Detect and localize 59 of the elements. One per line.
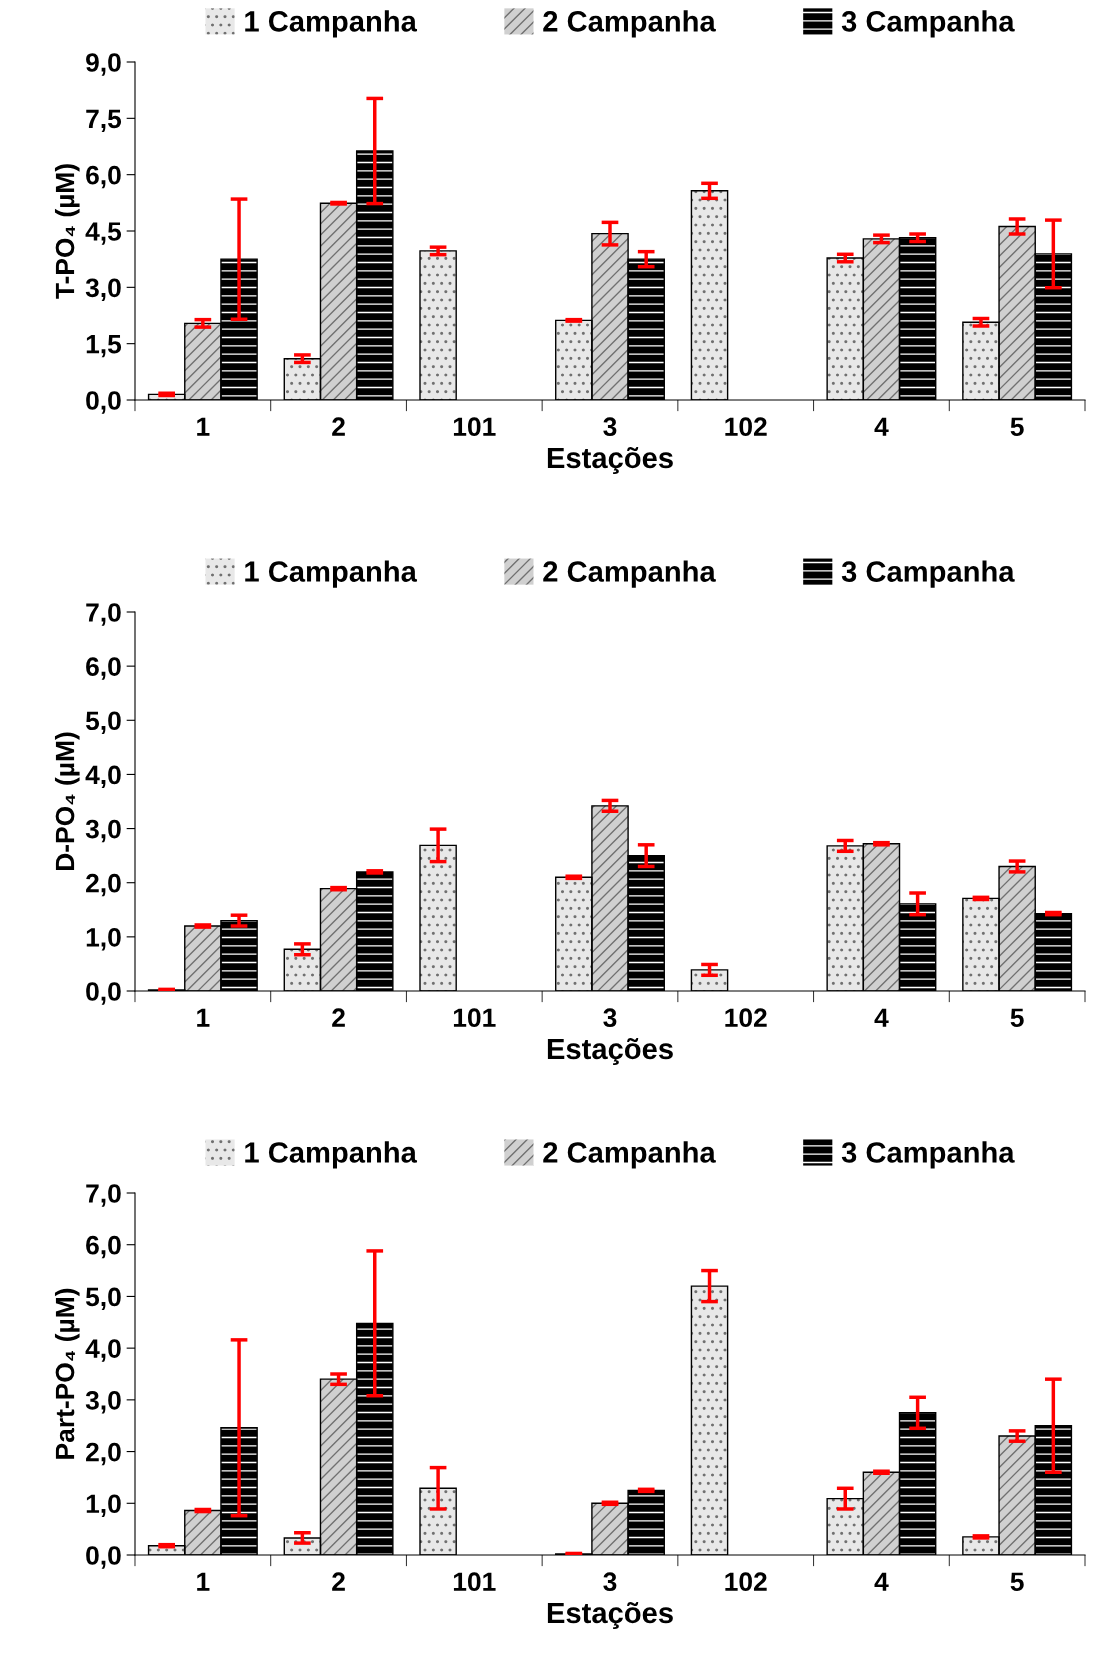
x-tick-label: 1 bbox=[197, 1008, 210, 1027]
x-tick-label: 101 bbox=[453, 417, 496, 437]
y-tick-label: 3,0 bbox=[85, 819, 121, 843]
x-tick-label: 3 bbox=[603, 1008, 617, 1028]
legend-label: 3 Campanha bbox=[841, 560, 1015, 588]
x-tick-label: 102 bbox=[725, 417, 767, 437]
legend-label: 1 Campanha bbox=[245, 560, 418, 588]
y-tick-label: 3,0 bbox=[85, 278, 121, 301]
y-tick-label: 1,5 bbox=[86, 335, 122, 358]
y-tick-label: 6,0 bbox=[86, 1235, 121, 1259]
y-axis-title: Part-PO₄ (µM) bbox=[54, 1288, 80, 1459]
legend-label: 1 Campanha bbox=[245, 10, 418, 38]
x-tick-label: 5 bbox=[1010, 417, 1024, 437]
x-tick-label: 2 bbox=[332, 1008, 345, 1027]
y-axis-title: T-PO₄ (µM) bbox=[54, 164, 80, 299]
x-tick-label: 102 bbox=[725, 1008, 767, 1028]
x-axis-title: Estações bbox=[547, 1037, 673, 1066]
y-tick-label: 4,0 bbox=[85, 1339, 121, 1362]
x-tick-label: 3 bbox=[603, 417, 617, 437]
y-tick-label: 3,0 bbox=[85, 1390, 121, 1414]
y-tick-label: 0,0 bbox=[86, 982, 121, 1005]
x-tick-label: 2 bbox=[332, 1572, 345, 1591]
x-tick-label: 101 bbox=[453, 1572, 496, 1592]
x-tick-label: 2 bbox=[332, 417, 345, 436]
y-tick-label: 1,0 bbox=[86, 1494, 121, 1517]
x-tick-label: 5 bbox=[1010, 1008, 1024, 1028]
y-tick-label: 5,0 bbox=[85, 711, 121, 734]
x-tick-label: 4 bbox=[874, 1572, 889, 1591]
y-tick-label: 4,0 bbox=[85, 765, 121, 789]
legend-label: 2 Campanha bbox=[543, 1141, 716, 1169]
x-tick-label: 1 bbox=[197, 417, 210, 436]
x-tick-label: 4 bbox=[874, 1008, 889, 1027]
x-axis-title: Estações bbox=[547, 1601, 673, 1630]
y-tick-label: 2,0 bbox=[86, 873, 121, 897]
legend-label: 1 Campanha bbox=[245, 1141, 418, 1169]
x-axis-title: Estações bbox=[547, 446, 673, 475]
legend-label: 3 Campanha bbox=[841, 1141, 1015, 1169]
y-tick-label: 6,0 bbox=[86, 165, 121, 189]
y-tick-label: 7,0 bbox=[86, 603, 121, 626]
y-tick-label: 7,0 bbox=[86, 1184, 121, 1207]
legend-label: 3 Campanha bbox=[841, 10, 1015, 38]
y-tick-label: 5,0 bbox=[85, 1287, 121, 1311]
y-tick-label: 6,0 bbox=[86, 657, 121, 680]
y-tick-label: 0,0 bbox=[86, 1546, 121, 1569]
y-tick-label: 1,0 bbox=[86, 927, 121, 951]
legend-label: 2 Campanha bbox=[543, 10, 716, 38]
y-tick-label: 9,0 bbox=[86, 53, 121, 76]
x-tick-label: 101 bbox=[453, 1008, 496, 1028]
y-tick-label: 4,5 bbox=[85, 222, 122, 245]
x-tick-label: 3 bbox=[603, 1572, 617, 1592]
y-tick-label: 2,0 bbox=[86, 1442, 121, 1466]
legend-label: 2 Campanha bbox=[543, 560, 716, 588]
y-axis-title: D-PO₄ (µM) bbox=[54, 732, 80, 871]
x-tick-label: 5 bbox=[1010, 1572, 1024, 1592]
y-tick-label: 7,5 bbox=[86, 109, 122, 132]
x-tick-label: 102 bbox=[725, 1572, 767, 1592]
x-tick-label: 4 bbox=[874, 417, 889, 436]
y-tick-label: 0,0 bbox=[86, 391, 121, 414]
x-tick-label: 1 bbox=[197, 1572, 210, 1591]
